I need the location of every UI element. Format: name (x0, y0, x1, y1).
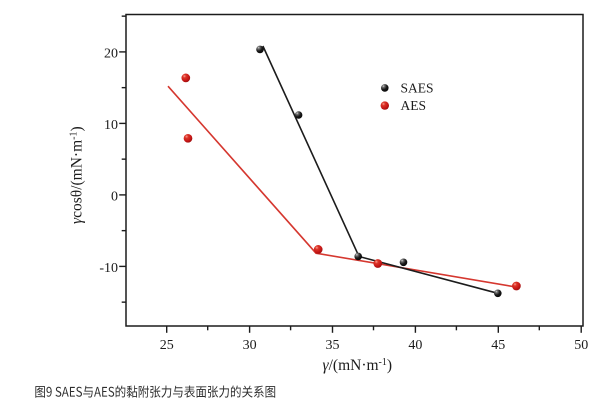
svg-text:SAES: SAES (401, 80, 434, 95)
svg-text:40: 40 (408, 338, 422, 353)
svg-text:20: 20 (104, 46, 118, 61)
svg-text:25: 25 (160, 338, 174, 353)
svg-text:-10: -10 (99, 261, 118, 276)
svg-text:10: 10 (104, 118, 118, 133)
svg-text:30: 30 (243, 338, 257, 353)
svg-text:γcosθ/(mN·m-1): γcosθ/(mN·m-1) (69, 126, 86, 224)
svg-text:0: 0 (111, 189, 118, 204)
svg-text:45: 45 (491, 338, 505, 353)
svg-text:AES: AES (401, 98, 427, 113)
svg-text:γ/(mN·m-1): γ/(mN·m-1) (323, 357, 393, 374)
svg-text:50: 50 (574, 338, 588, 353)
svg-text:35: 35 (326, 338, 340, 353)
